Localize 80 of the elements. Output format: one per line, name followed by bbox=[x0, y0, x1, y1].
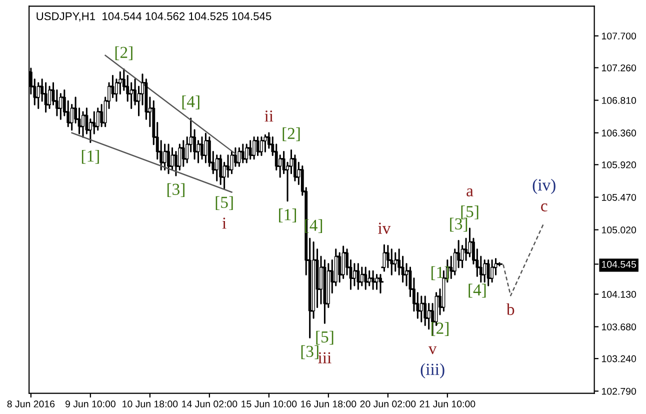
annotation: [4] bbox=[182, 96, 200, 110]
annotation: a bbox=[466, 188, 474, 196]
candlestick bbox=[370, 270, 376, 290]
candlestick bbox=[358, 266, 365, 286]
annotation: [1] bbox=[82, 150, 99, 164]
annotation: [4] bbox=[468, 284, 486, 298]
y-tick-label: 104.130 bbox=[602, 290, 636, 298]
candlestick bbox=[262, 134, 268, 152]
candlestick bbox=[482, 259, 488, 283]
x-tick-label: 21 Jun 10:00 bbox=[420, 400, 476, 408]
candlestick bbox=[247, 140, 254, 160]
candlestick bbox=[166, 144, 172, 174]
candlestick bbox=[236, 147, 242, 167]
candlestick bbox=[366, 270, 372, 286]
candlestick bbox=[214, 154, 220, 182]
chart-title: USDJPY,H1 104.544 104.562 104.525 104.545 bbox=[36, 12, 272, 22]
annotation: i bbox=[222, 218, 226, 229]
annotation: [3] bbox=[450, 218, 468, 232]
y-tick-label: 105.020 bbox=[602, 226, 636, 234]
candlestick bbox=[35, 82, 42, 109]
x-tick-label: 15 Jun 10:00 bbox=[242, 400, 297, 408]
y-tick-label: 103.680 bbox=[602, 323, 636, 330]
candlestick bbox=[258, 136, 264, 156]
candlestick bbox=[251, 136, 258, 160]
candlestick bbox=[46, 86, 53, 109]
candlestick bbox=[489, 259, 496, 283]
x-tick-label: 16 Jun 18:00 bbox=[301, 400, 356, 408]
candlestick bbox=[162, 144, 168, 170]
candlestick bbox=[485, 259, 492, 286]
x-tick-label: 8 Jun 2016 bbox=[7, 400, 55, 408]
annotation: [2] bbox=[282, 127, 300, 142]
candlestick bbox=[355, 263, 362, 290]
annotation: (iv) bbox=[532, 178, 556, 194]
candlestick bbox=[244, 144, 250, 164]
y-tick-label: 107.260 bbox=[602, 64, 636, 72]
candlestick bbox=[392, 252, 398, 272]
x-tick-label: 20 Jun 02:00 bbox=[360, 400, 416, 408]
candlestick bbox=[202, 132, 209, 164]
annotation: b bbox=[506, 303, 514, 316]
annotation: [5] bbox=[316, 330, 334, 345]
x-tick-label: 14 Jun 02:00 bbox=[182, 400, 238, 408]
candlestick bbox=[42, 82, 49, 113]
candlestick bbox=[422, 296, 428, 326]
annotation: [3] bbox=[301, 345, 318, 360]
candlestick bbox=[362, 266, 369, 290]
annotation: c bbox=[541, 203, 548, 212]
y-tick-label: 106.360 bbox=[602, 130, 636, 136]
annotation: [1] bbox=[279, 208, 296, 222]
y-tick-label: 104.545 bbox=[602, 260, 636, 268]
candlestick bbox=[351, 263, 358, 286]
x-tick-label: 9 Jun 10:00 bbox=[65, 400, 116, 408]
candlestick bbox=[80, 111, 86, 138]
annotation: iii bbox=[318, 352, 332, 364]
annotation: (iii) bbox=[420, 363, 444, 378]
candlestick bbox=[94, 107, 101, 131]
annotation: ii bbox=[264, 110, 274, 122]
y-tick-label: 105.470 bbox=[602, 194, 636, 201]
y-tick-label: 103.240 bbox=[602, 355, 636, 362]
candlestick bbox=[198, 136, 205, 160]
annotation: v bbox=[428, 346, 437, 354]
candlestick bbox=[418, 296, 424, 322]
candlestick bbox=[180, 140, 186, 167]
candlestick bbox=[381, 244, 388, 272]
annotation: [5] bbox=[461, 206, 478, 220]
annotation: [5] bbox=[216, 196, 233, 210]
annotation: [3] bbox=[167, 183, 184, 198]
candlestick bbox=[322, 259, 328, 324]
candlestick bbox=[377, 274, 384, 294]
y-tick-label: 107.700 bbox=[602, 32, 636, 40]
candlestick bbox=[58, 92, 64, 120]
x-tick-label: 10 Jun 18:00 bbox=[122, 400, 178, 408]
candlestick bbox=[340, 246, 346, 280]
candlestick bbox=[218, 154, 224, 185]
y-tick-label: 106.810 bbox=[602, 97, 636, 104]
y-tick-label: 105.920 bbox=[602, 161, 636, 168]
y-tick-label: 102.790 bbox=[602, 388, 636, 395]
candlestick bbox=[388, 248, 395, 276]
candlestick bbox=[240, 144, 246, 164]
annotation: iv bbox=[378, 222, 391, 234]
annotation: [2] bbox=[115, 46, 132, 60]
